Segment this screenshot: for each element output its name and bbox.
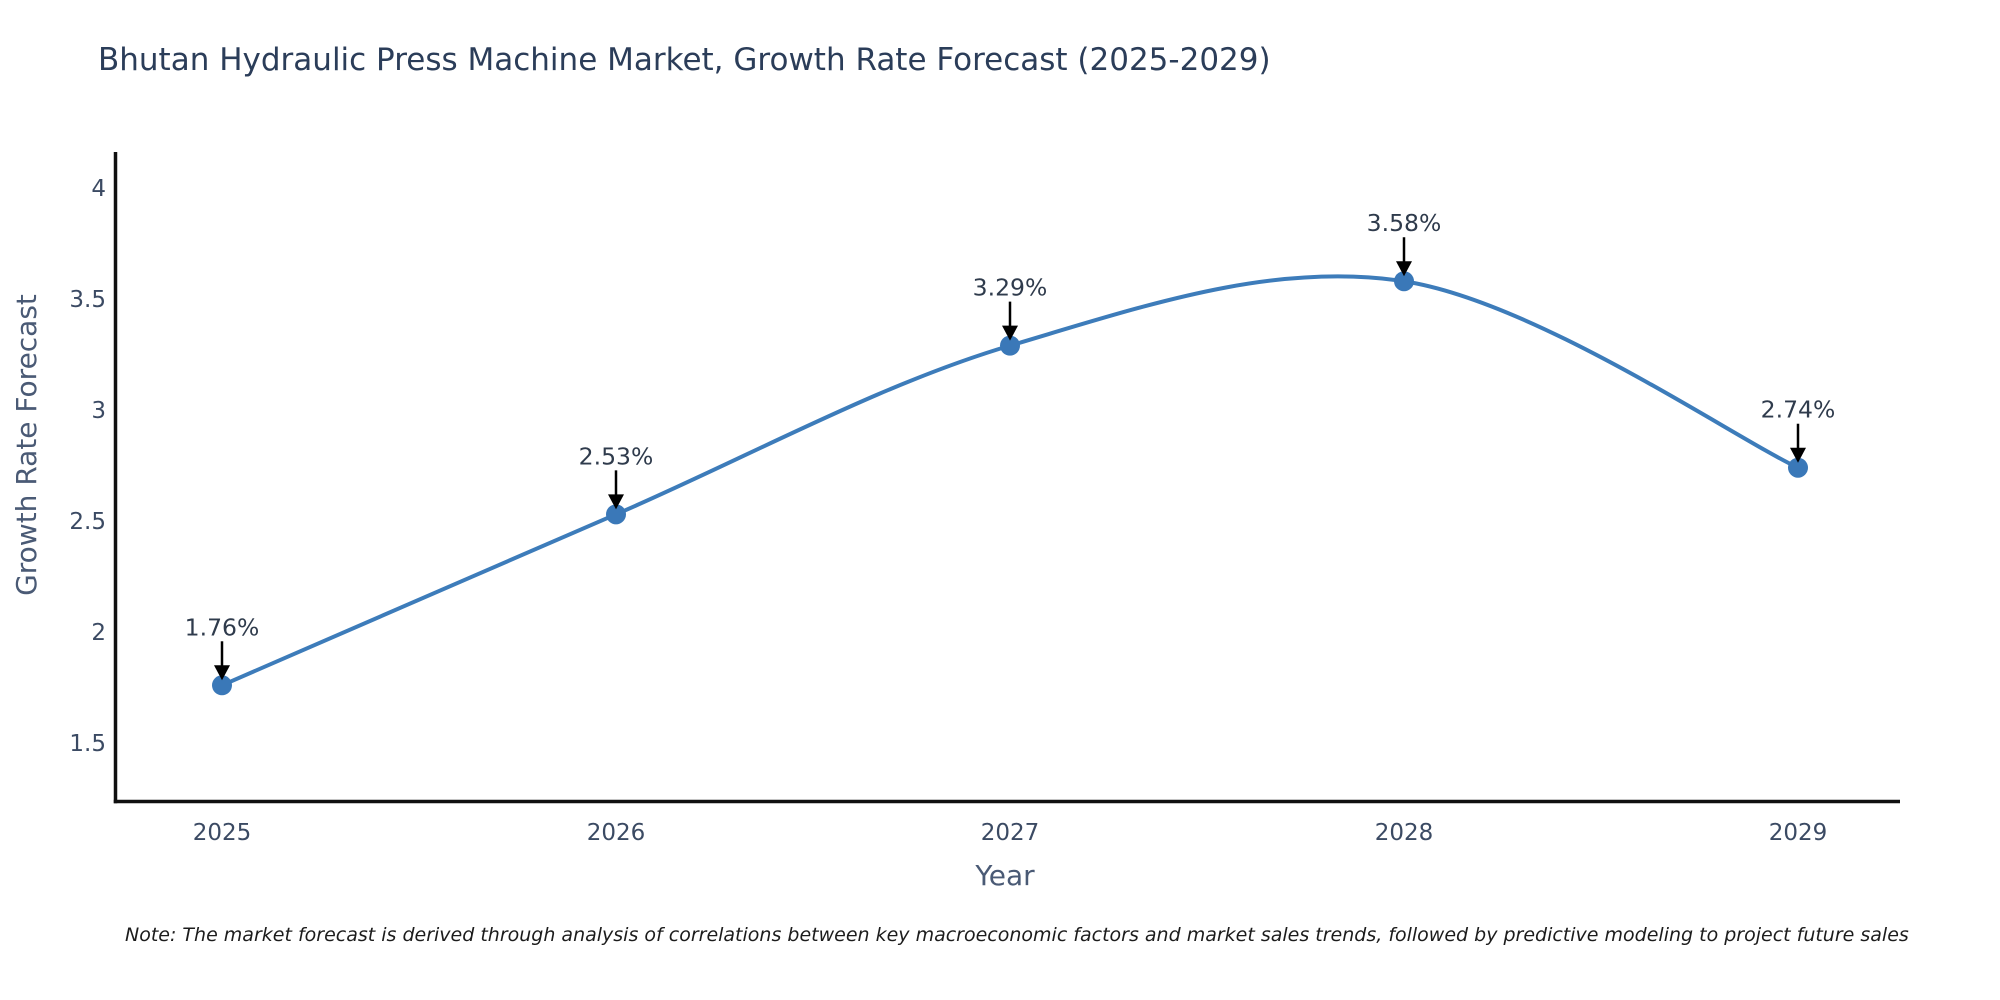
data-point-marker [606,504,626,525]
y-tick-label: 3 [91,398,106,424]
x-tick-label: 2029 [1769,820,1828,846]
x-tick-label: 2027 [981,820,1040,846]
x-tick-label: 2028 [1375,820,1434,846]
y-tick-label: 3.5 [69,287,106,313]
y-tick-label: 1.5 [69,731,106,757]
data-point-label: 2.53% [579,442,654,470]
data-point-marker [1788,457,1808,478]
x-tick-label: 2025 [193,820,252,846]
x-axis-title: Year [974,859,1035,892]
annotation-arrow-head [1790,447,1806,463]
data-point-label: 3.58% [1367,209,1442,237]
annotation-arrow-head [1002,325,1018,341]
data-point-marker [212,675,232,696]
annotation-arrow-head [1396,261,1412,277]
data-point-label: 3.29% [973,274,1048,302]
y-tick-label: 2 [91,620,106,646]
data-point-label: 2.74% [1761,396,1836,424]
y-tick-label: 2.5 [69,509,106,535]
annotation-arrow-head [608,494,624,510]
y-tick-label: 4 [91,176,106,202]
y-axis-title: Growth Rate Forecast [10,294,43,596]
data-point-marker [1394,271,1414,292]
data-point-marker [1000,335,1020,356]
x-tick-label: 2026 [587,820,646,846]
annotation-arrow-head [214,665,230,681]
data-point-label: 1.76% [185,613,260,641]
chart-title: Bhutan Hydraulic Press Machine Market, G… [98,42,1271,78]
footnote: Note: The market forecast is derived thr… [125,924,1909,946]
